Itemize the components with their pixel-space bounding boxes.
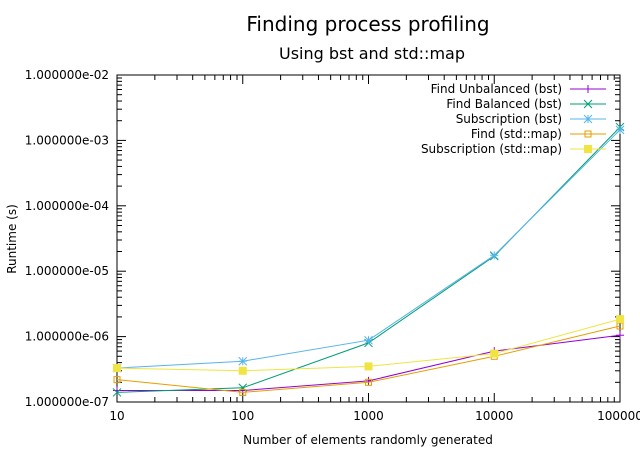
series-line xyxy=(116,129,621,369)
series-line xyxy=(116,126,621,393)
legend-label: Find (std::map) xyxy=(471,127,562,141)
data-point xyxy=(490,349,499,358)
series-find-balanced-bst xyxy=(112,122,625,397)
legend-label: Subscription (std::map) xyxy=(421,142,562,156)
y-tick-label: 1.000000e-04 xyxy=(25,199,109,213)
chart-subtitle: Using bst and std::map xyxy=(279,44,465,63)
chart-title: Finding process profiling xyxy=(246,12,489,36)
legend-label: Find Unbalanced (bst) xyxy=(431,82,562,96)
legend-label: Find Balanced (bst) xyxy=(446,97,562,111)
data-point xyxy=(489,250,499,260)
x-tick-label: 1000 xyxy=(353,409,384,423)
series-subscription-std-map xyxy=(113,315,624,375)
data-point xyxy=(238,356,248,366)
legend-label: Subscription (bst) xyxy=(456,112,562,126)
y-tick-label: 1.000000e-07 xyxy=(25,395,109,409)
data-point xyxy=(584,130,592,138)
data-point xyxy=(365,378,372,386)
data-point xyxy=(113,364,121,373)
x-tick-label: 100 xyxy=(231,409,254,423)
data-point xyxy=(112,388,122,397)
data-point xyxy=(238,366,247,375)
data-point xyxy=(583,99,593,109)
x-tick-label: 10 xyxy=(109,409,124,423)
legend: Find Unbalanced (bst)Find Balanced (bst)… xyxy=(421,82,606,156)
y-axis-label: Runtime (s) xyxy=(5,204,19,274)
data-point xyxy=(239,388,247,396)
data-point xyxy=(584,85,592,93)
data-point xyxy=(364,362,373,371)
x-tick-label: 100000 xyxy=(597,409,640,423)
data-point xyxy=(583,114,593,124)
series-line xyxy=(116,325,621,393)
series-subscription-bst xyxy=(112,125,625,373)
data-point xyxy=(113,376,121,384)
data-point xyxy=(364,335,373,345)
data-point xyxy=(615,125,625,135)
series-layer xyxy=(112,122,625,397)
data-point xyxy=(113,386,121,395)
x-axis: 10 100 1000 10000 100000 xyxy=(109,75,640,423)
y-tick-label: 1.000000e-02 xyxy=(25,68,109,82)
data-point xyxy=(616,331,624,340)
data-point xyxy=(584,145,592,153)
data-point xyxy=(616,315,624,324)
x-axis-label: Number of elements randomly generated xyxy=(243,433,493,447)
x-tick-label: 10000 xyxy=(475,409,513,423)
y-tick-label: 1.000000e-06 xyxy=(25,330,109,344)
y-tick-label: 1.000000e-05 xyxy=(25,264,109,278)
y-tick-label: 1.000000e-03 xyxy=(25,133,109,147)
